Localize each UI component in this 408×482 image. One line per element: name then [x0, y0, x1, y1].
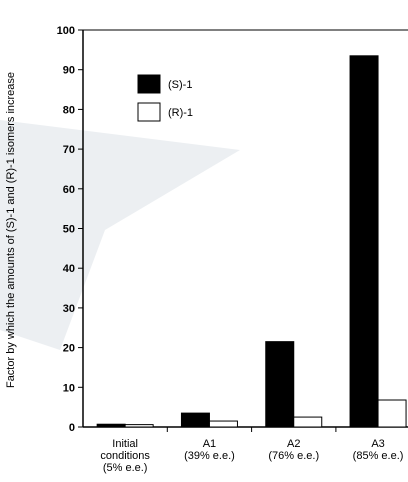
- bar: [208, 420, 238, 428]
- bar: [265, 341, 295, 428]
- y-tick-label: 70: [63, 144, 75, 156]
- legend-swatch: [137, 102, 161, 122]
- bar: [293, 416, 323, 428]
- bar: [96, 423, 126, 428]
- y-tick-label: 100: [57, 25, 75, 37]
- y-tick-label: 20: [63, 343, 75, 355]
- bar: [377, 399, 407, 428]
- x-tick-label: A1 (39% e.e.): [184, 438, 235, 462]
- y-tick-label: 0: [69, 422, 75, 434]
- bar: [349, 55, 379, 428]
- y-tick-label: 10: [63, 382, 75, 394]
- bar: [180, 412, 210, 428]
- y-tick-label: 90: [63, 65, 75, 77]
- x-tick-label: A3 (85% e.e.): [353, 438, 404, 462]
- y-axis-label: Factor by which the amounts of (S)-1 and…: [5, 72, 17, 388]
- y-tick-label: 80: [63, 104, 75, 116]
- legend-label: (R)-1: [168, 107, 193, 119]
- y-tick-label: 40: [63, 263, 75, 275]
- x-tick-label: A2 (76% e.e.): [268, 438, 319, 462]
- y-tick-label: 50: [63, 224, 75, 236]
- x-tick-label: Initial conditions (5% e.e.): [100, 438, 150, 474]
- legend-label: (S)-1: [168, 79, 192, 91]
- background-decoration: [0, 120, 240, 350]
- bar: [124, 424, 154, 428]
- legend-swatch: [137, 74, 161, 94]
- y-tick-label: 30: [63, 303, 75, 315]
- y-tick-label: 60: [63, 184, 75, 196]
